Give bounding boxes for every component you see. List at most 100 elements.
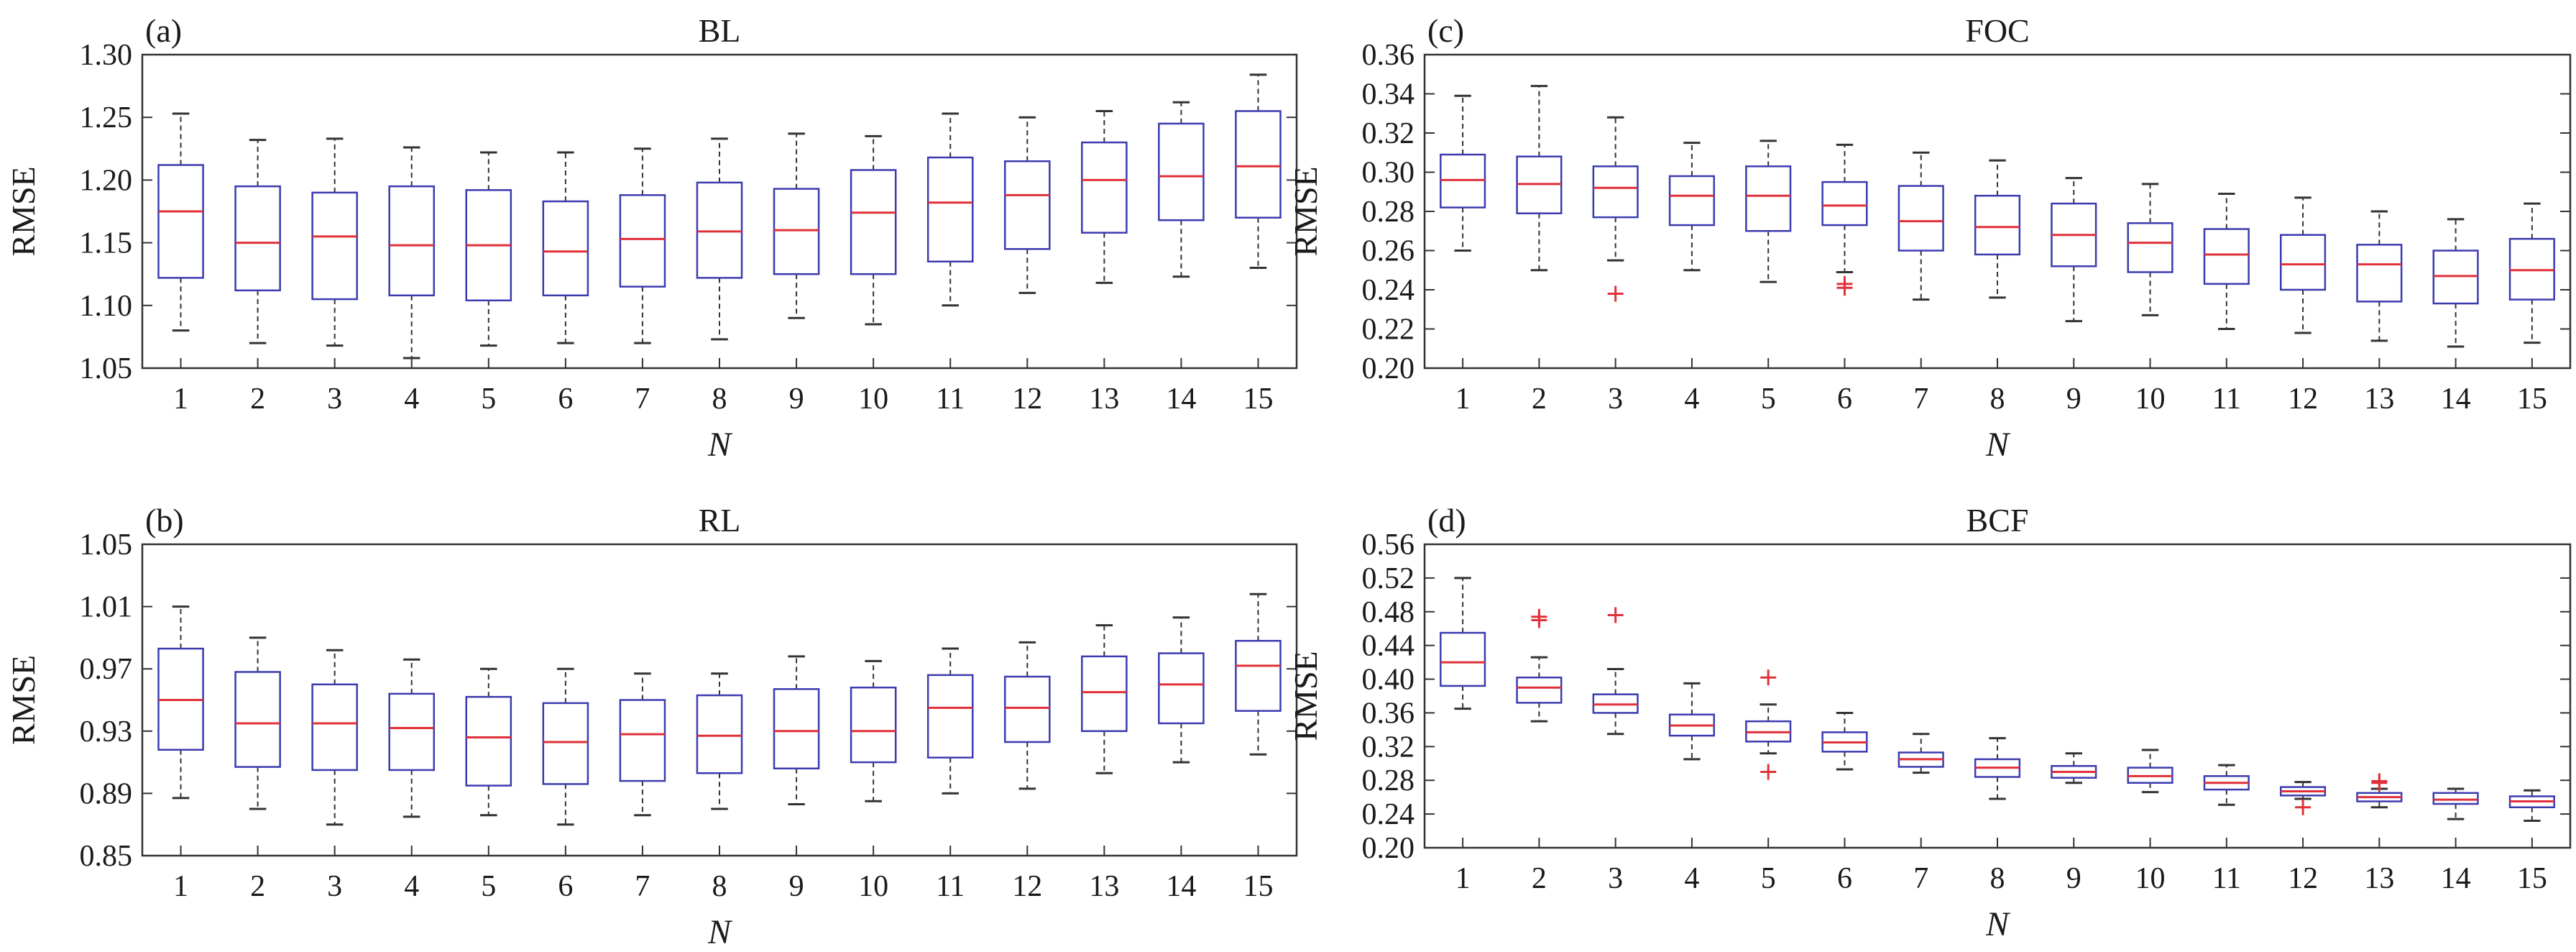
iqr-box	[1745, 165, 1792, 232]
iqr-box	[2279, 234, 2327, 291]
x-tick-label: 14	[2441, 862, 2471, 895]
box-11	[926, 647, 974, 795]
iqr-box	[542, 200, 589, 297]
y-tick-label: 0.44	[1362, 630, 1415, 663]
x-tick-label: 10	[2135, 383, 2166, 416]
box-13	[1081, 109, 1128, 284]
iqr-box	[850, 686, 897, 764]
x-tick-label: 13	[2364, 862, 2394, 895]
y-tick-label: 0.89	[80, 777, 133, 810]
panel-title: FOC	[1965, 12, 2029, 49]
x-tick-label: 6	[558, 383, 573, 416]
box-12	[1003, 641, 1051, 790]
box-5	[465, 667, 512, 817]
iqr-box	[388, 692, 436, 772]
x-tick-label: 12	[1012, 870, 1042, 903]
x-tick-label: 4	[404, 870, 419, 903]
box-11	[2203, 764, 2250, 806]
y-axis-label: RMSE	[5, 166, 42, 256]
box-4	[388, 146, 436, 360]
box-12	[2279, 196, 2327, 334]
outlier-marker	[2371, 773, 2388, 789]
x-tick-label: 7	[1913, 383, 1928, 416]
x-tick-label: 10	[858, 870, 888, 903]
box-15	[1235, 592, 1282, 756]
y-tick-label: 0.30	[1362, 157, 1415, 190]
y-tick-label: 1.15	[80, 227, 133, 260]
box-2	[1516, 608, 1563, 723]
box-7	[619, 672, 666, 817]
box-12	[2279, 781, 2327, 815]
x-tick-label: 13	[2364, 383, 2394, 416]
y-tick-label: 0.32	[1362, 731, 1415, 764]
box-13	[2356, 210, 2403, 342]
box-7	[1898, 151, 1944, 301]
x-tick-label: 6	[1837, 862, 1852, 895]
iqr-box	[696, 181, 743, 279]
outlier-marker	[1607, 607, 1624, 623]
iqr-box	[1235, 110, 1282, 219]
box-6	[542, 151, 589, 344]
panel-label: (c)	[1427, 12, 1464, 49]
x-tick-label: 1	[173, 870, 188, 903]
y-axis-label: RMSE	[1287, 166, 1324, 256]
box-15	[2508, 202, 2555, 344]
box-5	[1745, 139, 1792, 283]
x-tick-label: 6	[558, 870, 573, 903]
box-11	[2203, 192, 2250, 330]
y-tick-label: 0.32	[1362, 117, 1415, 150]
box-3	[1592, 607, 1639, 736]
plot-frame	[1423, 53, 2572, 370]
panel-label: (a)	[145, 12, 182, 49]
iqr-box	[311, 683, 358, 772]
box-9	[773, 132, 820, 319]
box-3	[311, 137, 358, 347]
x-tick-label: 11	[936, 383, 965, 416]
box-6	[1821, 143, 1868, 296]
x-tick-label: 8	[712, 383, 727, 416]
iqr-box	[1235, 639, 1282, 712]
x-tick-label: 7	[635, 870, 650, 903]
x-tick-label: 3	[1608, 383, 1623, 416]
x-tick-label: 4	[1684, 862, 1699, 895]
box-9	[773, 655, 820, 806]
box-9	[2051, 752, 2097, 784]
iqr-box	[2203, 228, 2250, 285]
x-tick-label: 13	[1089, 383, 1119, 416]
y-tick-label: 0.97	[80, 653, 133, 686]
iqr-box	[1592, 165, 1639, 219]
y-tick-label: 0.85	[80, 840, 133, 873]
x-tick-label: 1	[173, 383, 188, 416]
y-tick-label: 1.05	[80, 528, 133, 562]
panel-foc: 0.200.220.240.260.280.300.320.340.361 2 3 4…	[1287, 12, 2572, 464]
box-4	[1668, 142, 1716, 272]
iqr-box	[773, 688, 820, 770]
x-tick-label: 6	[1837, 383, 1852, 416]
box-8	[696, 137, 743, 341]
iqr-box	[465, 695, 512, 787]
x-axis-label: N	[1985, 426, 2011, 464]
panel-label: (b)	[145, 502, 184, 539]
x-tick-label: 14	[1166, 383, 1196, 416]
box-12	[1003, 116, 1051, 294]
y-tick-label: 0.20	[1362, 832, 1415, 865]
x-tick-label: 5	[1761, 383, 1776, 416]
y-tick-label: 1.25	[80, 101, 133, 134]
iqr-box	[1898, 185, 1944, 252]
x-axis-label: N	[707, 913, 733, 949]
x-tick-label: 7	[1913, 862, 1928, 895]
iqr-box	[1821, 180, 1868, 226]
box-7	[1898, 733, 1944, 774]
x-tick-label: 5	[481, 870, 496, 903]
panel-bcf: 0.200.240.280.320.360.400.440.480.520.56…	[1287, 502, 2572, 943]
iqr-box	[542, 702, 589, 785]
box-13	[2356, 773, 2403, 809]
x-tick-label: 8	[712, 870, 727, 903]
x-tick-label: 9	[789, 870, 804, 903]
x-tick-label: 12	[1012, 383, 1042, 416]
x-axis-label: N	[1985, 905, 2011, 943]
box-6	[1821, 711, 1868, 771]
y-tick-label: 0.40	[1362, 664, 1415, 697]
iqr-box	[1003, 675, 1051, 743]
y-tick-label: 0.28	[1362, 196, 1415, 229]
